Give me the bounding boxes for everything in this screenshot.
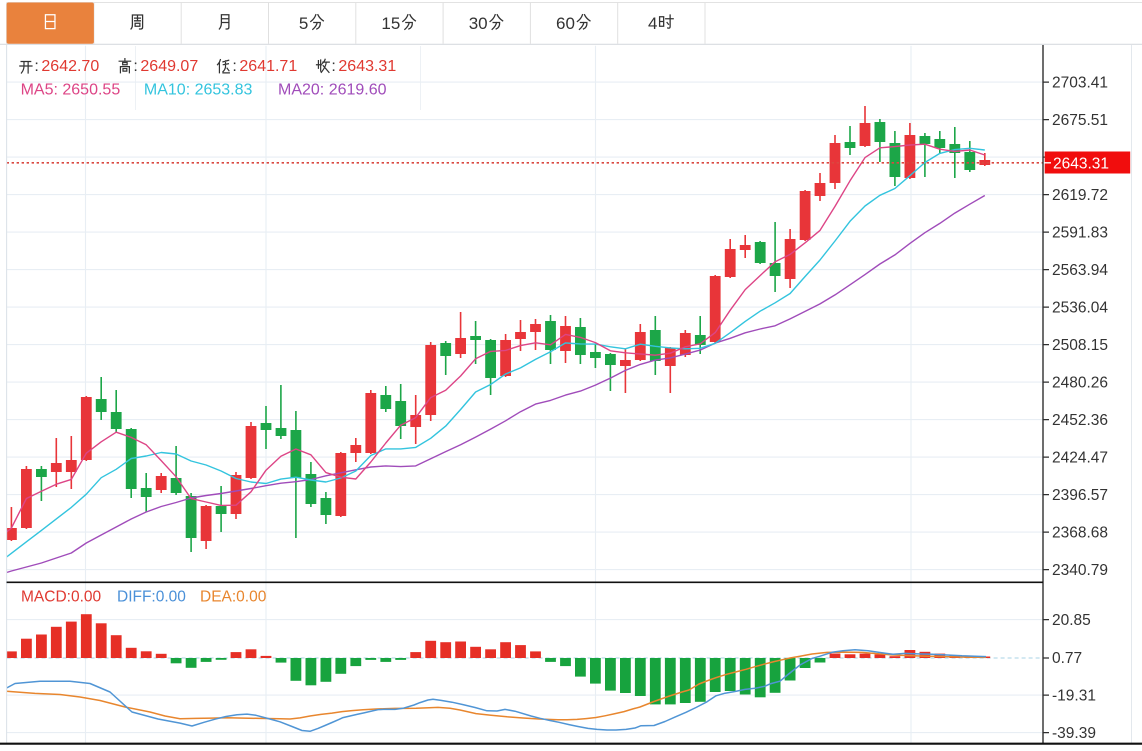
- svg-text:2396.57: 2396.57: [1052, 487, 1108, 504]
- svg-text:MA10: 2653.83: MA10: 2653.83: [144, 82, 253, 99]
- svg-text:2563.94: 2563.94: [1052, 262, 1108, 279]
- svg-text:30: 30: [469, 14, 488, 33]
- svg-text:15: 15: [381, 14, 400, 33]
- svg-text:4: 4: [648, 14, 657, 33]
- svg-text:2642.70: 2642.70: [41, 58, 99, 75]
- svg-text:DEA:0.00: DEA:0.00: [200, 589, 267, 606]
- svg-text:2619.72: 2619.72: [1052, 187, 1108, 204]
- svg-text:2452.36: 2452.36: [1052, 412, 1108, 429]
- svg-text:2536.04: 2536.04: [1052, 299, 1108, 316]
- svg-text:2340.79: 2340.79: [1052, 562, 1108, 579]
- svg-text:DIFF:0.00: DIFF:0.00: [117, 589, 186, 606]
- svg-text:2703.41: 2703.41: [1052, 74, 1108, 91]
- svg-text:60: 60: [556, 14, 575, 33]
- svg-text:2508.15: 2508.15: [1052, 337, 1108, 354]
- svg-text:MA20: 2619.60: MA20: 2619.60: [278, 82, 387, 99]
- svg-text:5: 5: [299, 14, 308, 33]
- svg-text:2591.83: 2591.83: [1052, 224, 1108, 241]
- svg-text:2649.07: 2649.07: [140, 58, 198, 75]
- svg-text:20.85: 20.85: [1052, 612, 1091, 629]
- svg-text:-19.31: -19.31: [1052, 687, 1096, 704]
- svg-text::: :: [232, 58, 236, 75]
- svg-text:2641.71: 2641.71: [239, 58, 297, 75]
- svg-text:MACD:0.00: MACD:0.00: [21, 589, 101, 606]
- svg-text::: :: [133, 58, 137, 75]
- svg-text:2424.47: 2424.47: [1052, 449, 1108, 466]
- svg-text:2675.51: 2675.51: [1052, 112, 1108, 129]
- svg-text::: :: [331, 58, 335, 75]
- svg-text:0.77: 0.77: [1052, 650, 1082, 667]
- svg-text:2643.31: 2643.31: [338, 58, 396, 75]
- svg-text::: :: [34, 58, 38, 75]
- svg-text:2480.26: 2480.26: [1052, 374, 1108, 391]
- svg-text:2643.31: 2643.31: [1053, 156, 1109, 173]
- svg-text:MA5: 2650.55: MA5: 2650.55: [21, 82, 121, 99]
- svg-text:2368.68: 2368.68: [1052, 524, 1108, 541]
- svg-text:-39.39: -39.39: [1052, 725, 1096, 742]
